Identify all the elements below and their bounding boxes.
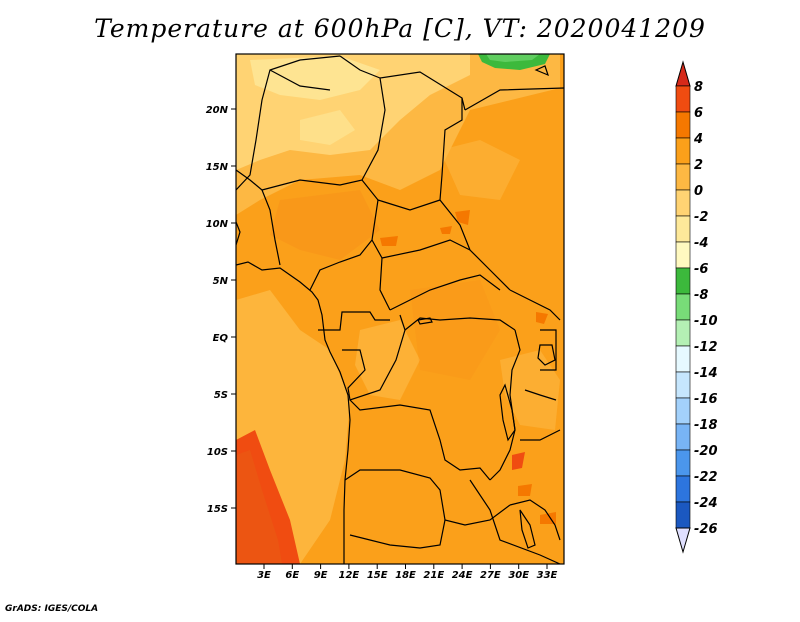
lon-tick-label: 24E — [452, 570, 473, 581]
colorbar-segment — [675, 423, 691, 451]
colorbar: 8 6 4 2 0 -2 -4 -6 -8 -10 -12 -14 -16 -18 -20 -22 -24 -26 — [675, 60, 718, 554]
colorbar-label: -8 — [694, 288, 708, 303]
colorbar-segment — [675, 397, 691, 425]
temperature-field — [236, 54, 564, 564]
longitude-axis: 3E 6E 9E 12E 15E 18E 21E 24E 27E 30E 33E — [257, 564, 558, 581]
colorbar-segment — [675, 371, 691, 399]
colorbar-label: 6 — [694, 106, 703, 121]
colorbar-bottom-arrow — [675, 527, 691, 554]
lon-tick-label: 30E — [508, 570, 529, 581]
lat-tick-label: EQ — [213, 333, 229, 344]
colorbar-label: -6 — [694, 262, 708, 277]
colorbar-label: -22 — [694, 470, 718, 485]
lon-tick-label: 9E — [314, 570, 328, 581]
lat-tick-label: 10S — [207, 447, 228, 458]
colorbar-label: 4 — [693, 132, 703, 147]
colorbar-label: -4 — [694, 236, 708, 251]
colorbar-label: -24 — [694, 496, 718, 511]
credit-text: GrADS: IGES/COLA — [5, 604, 99, 614]
lon-tick-label: 6E — [285, 570, 299, 581]
lon-tick-label: 12E — [339, 570, 360, 581]
colorbar-label: -12 — [694, 340, 718, 355]
country-borders — [236, 55, 564, 564]
colorbar-label: 8 — [694, 80, 703, 95]
lat-tick-label: 10N — [206, 219, 229, 230]
lat-tick-label: 20N — [206, 105, 229, 116]
lon-tick-label: 15E — [367, 570, 388, 581]
latitude-axis: 20N 15N 10N 5N EQ 5S 10S 15S — [206, 105, 236, 515]
colorbar-segment — [675, 475, 691, 503]
lat-tick-label: 15S — [207, 504, 228, 515]
lon-tick-label: 21E — [423, 570, 444, 581]
colorbar-label: -16 — [694, 392, 718, 407]
colorbar-segment — [675, 163, 691, 191]
colorbar-label: -20 — [694, 444, 718, 459]
colorbar-segment — [675, 241, 691, 269]
colorbar-segment — [675, 319, 691, 347]
colorbar-label: -14 — [694, 366, 718, 381]
lon-tick-label: 27E — [480, 570, 501, 581]
lat-tick-label: 15N — [206, 162, 229, 173]
colorbar-segment — [675, 501, 691, 529]
lon-tick-label: 33E — [537, 570, 558, 581]
colorbar-segment — [675, 293, 691, 321]
colorbar-segment — [675, 215, 691, 243]
colorbar-label: 0 — [694, 184, 703, 199]
colorbar-segment — [675, 345, 691, 373]
colorbar-segment — [675, 85, 691, 113]
colorbar-label: -10 — [694, 314, 718, 329]
map-frame — [235, 53, 565, 565]
colorbar-segment — [675, 267, 691, 295]
colorbar-label: -2 — [694, 210, 708, 225]
lat-tick-label: 5S — [214, 390, 228, 401]
lon-tick-label: 3E — [257, 570, 271, 581]
colorbar-top-arrow — [675, 60, 691, 87]
colorbar-label: -26 — [694, 522, 718, 537]
colorbar-segment — [675, 449, 691, 477]
map-title: Temperature at 600hPa [C], VT: 202004120… — [94, 14, 706, 43]
lon-tick-label: 18E — [395, 570, 416, 581]
colorbar-label: -18 — [694, 418, 718, 433]
lat-tick-label: 5N — [213, 276, 229, 287]
colorbar-segment — [675, 137, 691, 165]
colorbar-label: 2 — [694, 158, 703, 173]
colorbar-segment — [675, 111, 691, 139]
colorbar-segment — [675, 189, 691, 217]
